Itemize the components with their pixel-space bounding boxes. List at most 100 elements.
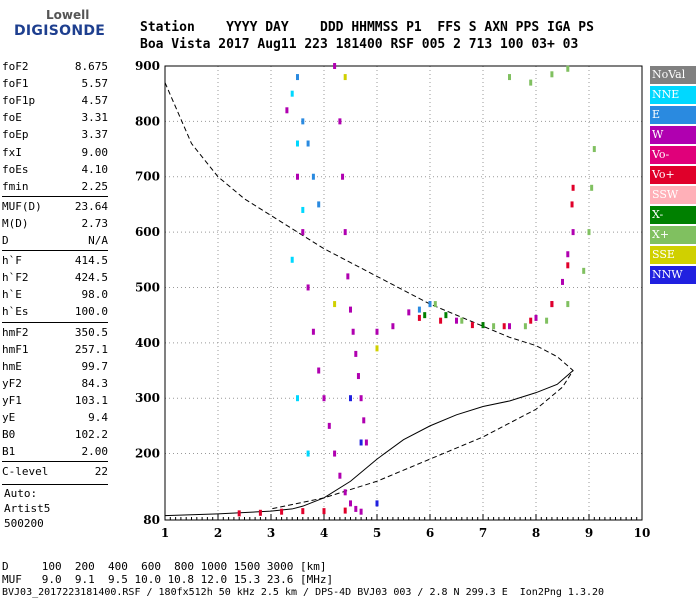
echo-point [306,140,310,147]
echo-point [296,140,299,147]
echo-point [349,500,352,507]
digisonde-logo: Lowell DIGISONDE [8,6,128,42]
param-row: fxI 9.00 [2,146,108,160]
param-key: foEs [2,162,29,176]
param-separator [2,484,108,486]
param-value: 23.64 [74,199,108,213]
param-row: hmF1 257.1 [2,343,108,357]
echo-point [301,508,305,515]
param-row: foEp 3.37 [2,128,108,142]
param-separator [2,321,108,323]
param-row: foE 3.31 [2,111,108,125]
echo-point [333,450,337,457]
param-row: foF1 5.57 [2,77,108,91]
param-row: yF2 84.3 [2,377,108,391]
x-tick-label: 4 [320,526,328,540]
echo-point [290,90,294,97]
param-row: D N/A [2,234,108,248]
param-row: foF1p 4.57 [2,94,108,108]
echo-point [346,273,350,280]
param-separator [2,195,108,197]
echo-point [460,317,464,324]
legend-item: X- [650,206,696,224]
param-value: 102.2 [74,428,108,442]
param-value: 9.4 [88,411,108,424]
param-value: 2.73 [81,216,109,230]
param-key: B1 [2,445,16,459]
param-key: B0 [2,428,16,442]
auto-artist: Artist5 [4,502,51,515]
param-row: B1 2.00 [2,445,108,459]
param-key: fxI [2,145,22,159]
echo-point [327,422,331,429]
param-row: M(D) 2.73 [2,217,108,231]
echo-point [590,184,594,191]
echo-point [561,278,564,285]
logo-digisonde: DIGISONDE [14,23,106,39]
param-value: 2.00 [81,445,109,459]
echo-point [333,63,337,69]
echo-point [306,450,310,457]
legend-item: X+ [650,226,696,244]
echo-point [375,345,379,352]
echo-point [311,173,315,180]
param-value: 4.57 [81,94,109,108]
echo-point [417,306,421,313]
y-tick-label: 500 [135,280,160,294]
param-value: 8.675 [74,60,108,73]
param-key: hmF1 [2,342,29,356]
param-value: 98.0 [81,288,109,302]
y-tick-label: 400 [135,336,160,350]
echo-point [354,505,358,512]
echo-point [470,322,474,329]
echo-point [322,395,326,402]
param-row: yF1 103.1 [2,394,108,408]
param-row: foF2 8.675 [2,60,108,74]
y-tick-label: 200 [135,447,160,461]
param-value: 99.7 [81,359,109,373]
param-row: fmin 2.25 [2,180,108,194]
echo-point [296,395,299,402]
echo-point [280,508,284,515]
logo-lowell: Lowell [46,8,90,22]
echo-point [428,301,432,308]
x-tick-label: 6 [426,526,434,540]
param-value: 84.3 [81,376,109,390]
param-value: N/A [88,234,108,247]
param-key: hmF2 [2,325,29,339]
param-key: h`F2 [2,271,29,285]
echo-point [433,301,437,308]
param-key: foF1 [2,77,29,91]
echo-point [550,301,554,308]
param-key: hmE [2,359,22,373]
echo-point [481,322,485,329]
y-tick-label: 300 [135,391,160,405]
param-value: 414.5 [74,254,108,268]
echo-point [455,317,458,324]
param-row: B0 102.2 [2,428,108,442]
echo-point [439,317,443,324]
param-value: 22 [94,465,108,479]
echo-point [375,328,379,335]
param-key: h`E [2,288,22,302]
echo-point [508,74,511,81]
echo-point [237,510,241,517]
echo-point [311,328,315,335]
param-value: 3.37 [81,128,109,142]
echo-point [296,173,299,180]
echo-point [290,256,294,263]
header-row-labels: Station YYYY DAY DDD HHMMSS P1 FFS S AXN… [140,20,594,35]
echo-point [592,146,596,153]
echo-point [338,472,342,479]
echo-point [566,65,570,72]
footer-muf-row: MUF 9.0 9.1 9.5 10.0 10.8 12.0 15.3 23.6… [2,573,334,586]
echo-point [566,251,570,258]
legend-item: Vo- [650,146,696,164]
x-tick-label: 5 [373,526,381,540]
echo-point [301,229,305,236]
x-tick-label: 8 [532,526,540,540]
echo-point [349,306,352,313]
param-key: foEp [2,128,29,142]
param-value: 100.0 [74,305,108,319]
param-key: yF1 [2,393,22,407]
